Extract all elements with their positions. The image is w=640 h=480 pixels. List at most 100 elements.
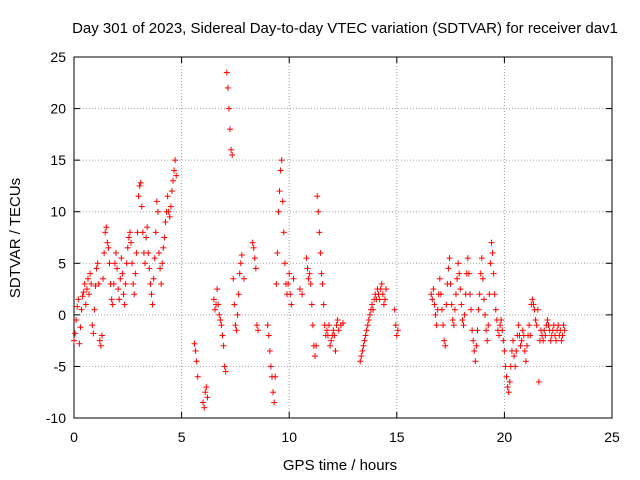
data-point [376,296,383,303]
data-point [544,317,551,324]
data-point [166,213,173,220]
data-point [159,260,166,267]
data-point [214,286,221,293]
data-point [73,317,80,324]
data-point [133,249,140,256]
data-point [92,282,99,289]
x-tick-label: 20 [497,429,513,445]
data-point [490,270,497,277]
data-point [223,69,230,76]
data-point [515,322,522,329]
data-point [72,330,79,337]
data-point [482,311,489,318]
data-point [392,322,399,329]
data-point [452,291,459,298]
data-point [541,327,548,334]
data-point [500,337,507,344]
data-point [130,280,137,287]
data-point [84,275,91,282]
data-point [312,353,319,360]
data-point [432,311,439,318]
data-point [288,301,295,308]
data-point [319,280,326,287]
data-point [160,244,167,251]
data-point [454,275,461,282]
data-point [461,311,468,318]
data-point [215,301,222,308]
data-point [457,286,464,293]
data-point [296,286,303,293]
data-point [131,291,138,298]
axis-ticks: -10 -5 0 5 10 15 20 25 0 5 10 15 20 25 [46,49,620,445]
data-point [473,342,480,349]
data-point [272,373,279,380]
data-point [364,322,371,329]
data-point [167,203,174,210]
data-point [505,389,512,396]
data-point [535,378,542,385]
data-point [104,239,111,246]
data-point [314,193,321,200]
data-point [534,306,541,313]
data-point [238,252,245,259]
data-point [561,327,568,334]
data-point [117,275,124,282]
data-point [221,363,228,370]
data-point [236,270,243,277]
data-point [148,291,155,298]
data-point [458,301,465,308]
data-point [227,126,234,133]
data-point [370,306,377,313]
data-point [486,291,493,298]
data-point [438,306,445,313]
data-point [469,327,476,334]
y-tick-label: 20 [50,101,66,117]
data-point [229,151,236,158]
data-point [136,182,143,189]
data-point [479,275,486,282]
data-point [533,322,540,329]
data-point [529,296,536,303]
data-point [264,322,271,329]
data-point [328,337,335,344]
y-axis-title: SDTVAR / TECUs [7,178,24,298]
data-point [489,249,496,256]
data-point [126,229,133,236]
data-point [358,353,365,360]
data-point [153,198,160,205]
data-point [105,244,112,251]
data-point [280,229,287,236]
data-point [149,301,156,308]
data-point [253,322,260,329]
data-point [116,296,123,303]
chart-title: Day 301 of 2023, Sidereal Day-to-day VTE… [72,20,618,37]
data-point [101,249,108,256]
data-point [211,306,218,313]
data-point [394,327,401,334]
data-point [204,394,211,401]
data-point [391,306,398,313]
data-point [488,239,495,246]
data-point [151,255,158,262]
data-point [106,260,113,267]
data-point [357,358,364,365]
data-point [379,291,386,298]
data-point [191,340,198,347]
data-point [465,270,472,277]
data-point [218,322,225,329]
data-point [125,234,132,241]
data-point [122,280,129,287]
data-point [128,239,135,246]
data-point [313,342,320,349]
data-point [254,327,261,334]
data-point [146,265,153,272]
data-point [521,347,528,354]
data-point [193,358,200,365]
y-tick-label: 0 [58,307,66,323]
data-point [306,270,313,277]
data-point [157,265,164,272]
data-point [135,193,142,200]
x-tick-label: 10 [281,429,297,445]
data-point [219,332,226,339]
data-point [431,301,438,308]
